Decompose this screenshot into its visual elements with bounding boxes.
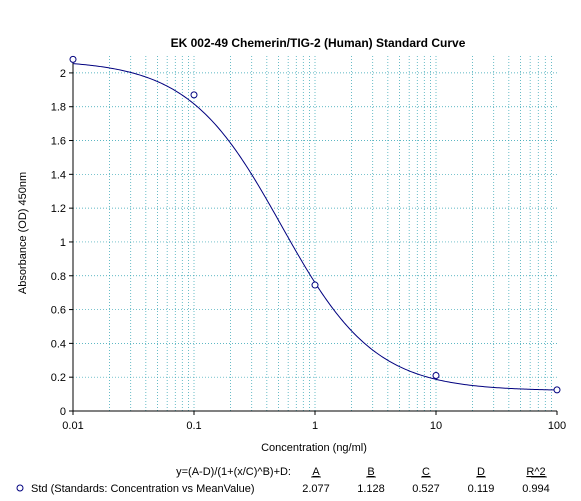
fit-headers: A B C D R^2: [311, 466, 547, 478]
fit-values: 2.077 1.128 0.527 0.119 0.994: [302, 483, 550, 495]
x-axis-label: Concentration (ng/ml): [261, 442, 367, 454]
fit-value: 0.119: [468, 483, 495, 495]
y-axis-label: Absorbance (OD) 450nm: [17, 172, 29, 294]
x-tick-label: 100: [548, 420, 566, 432]
fit-header: C: [422, 466, 430, 478]
data-point: [69, 55, 77, 63]
y-tick-label: 0.4: [51, 338, 66, 350]
y-tick-label: 1: [60, 237, 66, 249]
y-tick-label: 2: [60, 68, 66, 80]
y-tick-label: 0.8: [51, 271, 66, 283]
legend-marker: [16, 484, 24, 492]
grid-lines: [73, 56, 557, 411]
data-point: [553, 386, 561, 394]
x-axis-ticks: 0.01 0.1 1 10 100: [62, 411, 566, 432]
data-point: [311, 281, 319, 289]
x-tick-label: 0.1: [186, 420, 201, 432]
y-tick-label: 0.6: [51, 305, 66, 317]
data-point: [190, 91, 198, 99]
y-tick-label: 0: [60, 406, 66, 418]
x-tick-label: 1: [312, 420, 318, 432]
fit-header: A: [312, 466, 320, 478]
fit-value: 1.128: [357, 483, 385, 495]
fit-header: B: [367, 466, 374, 478]
fit-header: R^2: [526, 466, 545, 478]
data-point: [432, 372, 440, 379]
fit-parameters-table: y=(A-D)/(1+(x/C)^B)+D: A B C D R^2 Std (Stan…: [16, 466, 550, 495]
y-axis-ticks: 0 0.2 0.4 0.6 0.8 1 1.2 1.4 1.6 1.8 2: [51, 68, 73, 418]
fit-value: 2.077: [302, 483, 330, 495]
fit-value: 0.527: [412, 483, 440, 495]
fit-equation: y=(A-D)/(1+(x/C)^B)+D:: [176, 466, 291, 478]
y-tick-label: 1.4: [51, 169, 66, 181]
fit-header: D: [477, 466, 485, 478]
y-tick-label: 1.2: [51, 203, 66, 215]
x-tick-label: 0.01: [62, 420, 83, 432]
chart-title: EK 002-49 Chemerin/TIG-2 (Human) Standar…: [171, 36, 466, 50]
fit-value: 0.994: [522, 483, 550, 495]
y-tick-label: 0.2: [51, 372, 66, 384]
x-tick-label: 10: [430, 420, 442, 432]
y-tick-label: 1.6: [51, 136, 66, 148]
y-tick-label: 1.8: [51, 102, 66, 114]
legend-series-label: Std (Standards: Concentration vs MeanVal…: [31, 483, 255, 495]
data-points: [69, 55, 561, 394]
